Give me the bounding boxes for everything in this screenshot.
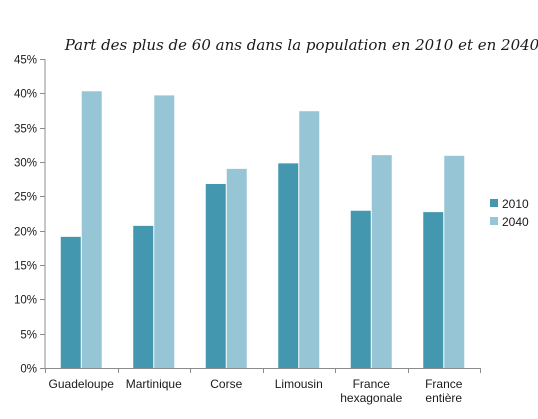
bar-2040-1 [154,95,175,368]
x-tick-label: Guadeloupe [49,377,115,391]
bar-2010-2 [205,183,226,368]
y-tick-label: 30% [14,158,37,170]
x-tick-label: France entière [425,377,463,405]
bar-2010-0 [60,236,81,368]
bar-2010-4 [350,210,371,368]
bar-2010-1 [133,225,154,368]
bar-2040-4 [371,155,392,368]
bar-2040-0 [81,91,102,369]
y-tick-label: 5% [20,330,37,342]
legend-swatch-2010 [490,199,498,207]
legend-label-2010: 2010 [502,197,529,211]
y-tick-label: 20% [14,227,37,239]
y-axis: 0% 5% 10% 15% 20% 25% 30% 35% 40% 45% [14,55,46,376]
bar-2010-5 [423,212,444,368]
legend: 2010 2040 [490,197,529,229]
chart-title: Part des plus de 60 ans dans la populati… [64,36,538,54]
bar-2040-3 [299,111,320,368]
legend-label-2040: 2040 [502,215,529,229]
y-tick-label: 0% [20,364,37,376]
x-tick-label: Martinique [126,377,182,391]
y-tick-label: 35% [14,124,37,136]
bar-2010-3 [278,163,299,368]
y-tick-label: 10% [14,295,37,307]
bars [60,91,465,369]
bar-2040-5 [444,155,465,368]
y-tick-label: 40% [14,89,37,101]
bar-2040-2 [226,168,247,368]
y-tick-label: 15% [14,261,37,273]
x-tick-label: Corse [210,377,242,391]
x-tick-label: Limousin [275,377,323,391]
y-tick-label: 25% [14,192,37,204]
x-axis: Guadeloupe Martinique Corse Limousin France h… [45,368,481,405]
legend-swatch-2040 [490,217,498,225]
x-tick-label: France hexagonale [340,377,402,405]
y-tick-label: 45% [14,55,37,67]
